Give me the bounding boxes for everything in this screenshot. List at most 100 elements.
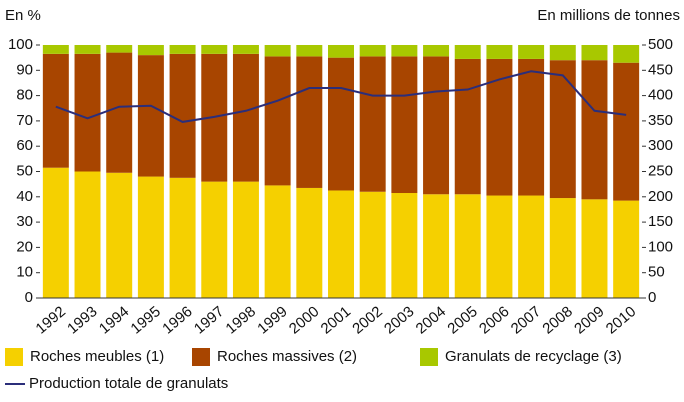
bar-segment	[613, 62, 640, 201]
y2-tick-label: 250	[648, 162, 673, 179]
y-tick-label: 100	[8, 36, 33, 53]
x-tick-label: 1994	[96, 303, 132, 337]
x-tick-label: 2005	[444, 303, 480, 337]
bar-segment	[137, 55, 164, 177]
bar-segment	[201, 45, 228, 54]
y-axis-label: En %	[5, 7, 41, 24]
bar-segment	[106, 52, 133, 173]
bar-segment	[486, 195, 513, 298]
legend-label: Granulats de recyclage (3)	[445, 348, 622, 365]
x-tick-label: 1998	[223, 303, 259, 337]
bar-segment	[549, 198, 576, 298]
bar-segment	[549, 60, 576, 199]
x-tick-label: 2006	[476, 303, 512, 337]
bar-segment	[74, 53, 101, 172]
legend-swatch	[5, 348, 23, 366]
bar-segment	[296, 45, 323, 57]
y-tick-label: 40	[16, 188, 33, 205]
x-tick-label: 2003	[381, 303, 417, 337]
bar-segment	[328, 45, 354, 58]
x-tick-label: 1999	[254, 303, 290, 337]
bar-segment	[328, 190, 354, 298]
bar-segment	[232, 45, 259, 54]
bar-segment	[74, 171, 101, 298]
bar-segment	[232, 181, 259, 298]
y-tick-label: 60	[16, 137, 33, 154]
bar-segment	[359, 56, 386, 192]
y-tick-label: 80	[16, 87, 33, 104]
line-series	[55, 70, 627, 123]
x-tick-label: 2004	[413, 303, 449, 337]
y2-tick-label: 50	[648, 264, 665, 281]
bar-segment	[137, 176, 164, 298]
bar-segment	[454, 58, 481, 195]
bar-segment	[486, 45, 513, 59]
y-tick-label: 0	[25, 289, 33, 306]
x-tick-label: 2007	[508, 303, 544, 337]
bar-segment	[106, 172, 133, 298]
bar-segment	[518, 195, 545, 298]
bar-segment	[201, 181, 228, 298]
y2-tick-label: 300	[648, 137, 673, 154]
bar-segment	[74, 45, 101, 54]
bar-segment	[232, 53, 259, 182]
legend-label: Roches massives (2)	[217, 348, 357, 365]
bar-segment	[423, 194, 450, 298]
y2-tick-label: 100	[648, 238, 673, 255]
bar-segment	[581, 60, 608, 200]
x-tick-label: 2010	[603, 303, 639, 337]
y-tick-label: 50	[16, 162, 33, 179]
x-tick-label: 1993	[64, 303, 100, 337]
y2-tick-label: 0	[648, 289, 656, 306]
bar-segment	[264, 185, 291, 298]
legend-label: Roches meubles (1)	[30, 348, 164, 365]
y-tick-label: 30	[16, 213, 33, 230]
bar-segment	[328, 57, 354, 191]
legend-swatch	[420, 348, 438, 366]
bar-segment	[581, 45, 608, 61]
legend-label: Production totale de granulats	[29, 375, 228, 392]
bar-segment	[264, 45, 291, 57]
bar-segment	[454, 45, 481, 59]
bar-segment	[518, 58, 545, 196]
x-tick-label: 2008	[539, 303, 575, 337]
y-tick-label: 70	[16, 112, 33, 129]
bar-segment	[359, 191, 386, 298]
x-tick-label: 2009	[571, 303, 607, 337]
y2-tick-label: 350	[648, 112, 673, 129]
x-tick-label: 2002	[349, 303, 385, 337]
bar-segment	[169, 53, 196, 178]
bar-segment	[391, 45, 418, 57]
bar-segment	[137, 45, 164, 56]
y2-tick-label: 400	[648, 87, 673, 104]
bar-segment	[581, 199, 608, 298]
x-tick-label: 2000	[286, 303, 322, 337]
x-tick-label: 2001	[318, 303, 354, 337]
bar-segment	[613, 45, 640, 63]
bar-segment	[42, 167, 69, 298]
bar-segment	[613, 200, 640, 298]
bar-segment	[391, 56, 418, 194]
bar-segment	[423, 56, 450, 195]
bar-segment	[549, 45, 576, 61]
bar-segment	[423, 45, 450, 57]
bar-segment	[169, 45, 196, 54]
bar-segment	[169, 177, 196, 298]
y-tick-label: 20	[16, 238, 33, 255]
bar-segment	[106, 45, 133, 53]
x-tick-label: 1992	[32, 303, 68, 337]
bar-segment	[296, 56, 323, 188]
x-tick-label: 1997	[191, 303, 227, 337]
y2-tick-label: 200	[648, 188, 673, 205]
y2-tick-label: 150	[648, 213, 673, 230]
y-tick-label: 90	[16, 61, 33, 78]
y2-tick-label: 450	[648, 61, 673, 78]
y2-tick-label: 500	[648, 36, 673, 53]
bar-segment	[42, 45, 69, 54]
bar-segment	[296, 187, 323, 298]
bar-segment	[391, 193, 418, 298]
x-tick-label: 1996	[159, 303, 195, 337]
bar-segment	[359, 45, 386, 57]
x-tick-label: 1995	[128, 303, 164, 337]
